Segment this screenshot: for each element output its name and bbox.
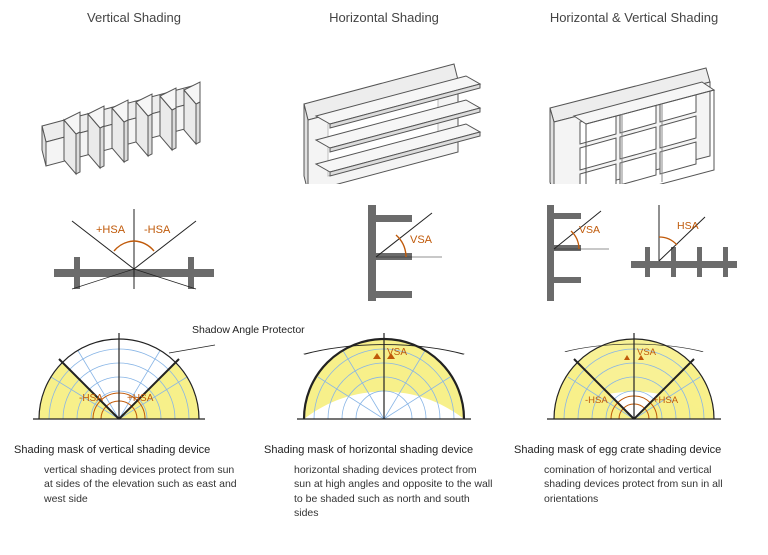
iso-vertical — [14, 31, 254, 186]
mask-vertical-svg: -HSA +HSA — [19, 319, 249, 439]
mask-horizontal: VSA — [264, 316, 504, 441]
iso-eggcrate-svg — [524, 34, 744, 184]
iso-horizontal — [264, 31, 504, 186]
label-vsa-combo: VSA — [579, 224, 600, 236]
desc-2: horizontal shading devices protect from … — [264, 459, 504, 520]
col1-textblock: Shading mask of vertical shading device … — [14, 441, 254, 520]
caption-1: Shading mask of vertical shading device — [14, 441, 254, 459]
mask-horizontal-svg: VSA — [269, 319, 499, 439]
col3-textblock: Shading mask of egg crate shading device… — [514, 441, 754, 520]
col2-title: Horizontal Shading — [264, 10, 504, 31]
col2-textblock: Shading mask of horizontal shading devic… — [264, 441, 504, 520]
section-vertical: +HSA -HSA — [14, 186, 254, 316]
caption-2: Shading mask of horizontal shading devic… — [264, 441, 504, 459]
iso-vertical-svg — [24, 34, 244, 184]
svg-text:-HSA: -HSA — [585, 395, 608, 406]
label-vsa: VSA — [410, 234, 433, 246]
svg-text:+HSA: +HSA — [653, 395, 679, 406]
iso-eggcrate — [514, 31, 754, 186]
diagram-grid: Vertical Shading Horizontal Shading Hori… — [14, 10, 754, 520]
mask-combo: -HSA +HSA VSA — [514, 316, 754, 441]
section-combo: VSA HSA — [514, 186, 754, 316]
svg-text:-HSA: -HSA — [79, 393, 103, 404]
svg-text:+HSA: +HSA — [127, 393, 154, 404]
svg-text:VSA: VSA — [637, 347, 657, 358]
col3-title: Horizontal & Vertical Shading — [514, 10, 754, 31]
col1-title: Vertical Shading — [14, 10, 254, 31]
desc-1: vertical shading devices protect from su… — [14, 459, 254, 506]
section-horizontal-svg: VSA — [274, 191, 494, 311]
caption-3: Shading mask of egg crate shading device — [514, 441, 754, 459]
label-hsa-combo: HSA — [677, 220, 699, 232]
mask-vertical: -HSA +HSA Shadow Angle Protector — [14, 316, 254, 441]
mask-combo-svg: -HSA +HSA VSA — [519, 319, 749, 439]
label-hsa-plus: +HSA — [96, 224, 126, 236]
section-vertical-svg: +HSA -HSA — [24, 191, 244, 311]
desc-3: comination of horizontal and vertical sh… — [514, 459, 754, 506]
iso-horizontal-svg — [274, 34, 494, 184]
section-combo-svg: VSA HSA — [519, 191, 749, 311]
label-hsa-minus: -HSA — [144, 224, 171, 236]
section-horizontal: VSA — [264, 186, 504, 316]
